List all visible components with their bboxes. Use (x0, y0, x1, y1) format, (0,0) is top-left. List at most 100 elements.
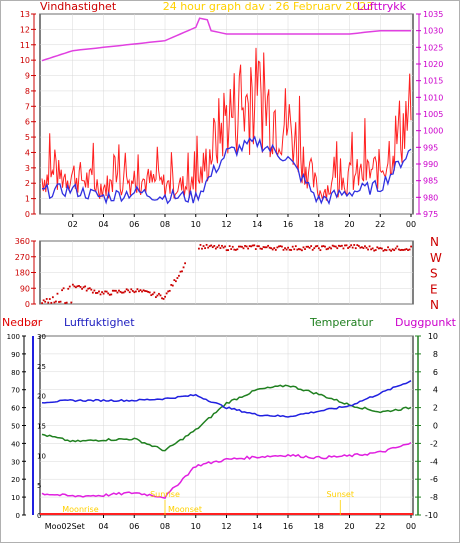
wind-direction-point (390, 249, 393, 252)
bottom-x-tick-label: 04 (98, 522, 108, 531)
wind-direction-point (111, 289, 114, 292)
wind-direction-point (125, 288, 128, 291)
bottom-x-tick-label: 20 (344, 522, 354, 531)
wind-direction-point (75, 286, 77, 289)
wind-direction-point (82, 286, 85, 289)
wind-direction-point (328, 246, 331, 249)
wind-direction-point (282, 248, 285, 251)
wind-direction-point (159, 294, 162, 297)
wind-direction-point (202, 245, 205, 247)
wind-direction-point (327, 247, 329, 250)
wind-direction-point (51, 296, 54, 299)
wind-direction-point (334, 245, 337, 248)
wind-direction-point (128, 291, 131, 294)
wind-direction-point (158, 292, 160, 295)
wind-direction-point (373, 249, 376, 252)
top-right-tick-label: 1005 (423, 110, 443, 119)
temperature-tick-label: 8 (433, 350, 438, 359)
compass-direction-label: W (430, 251, 442, 265)
wind-direction-point (64, 302, 67, 304)
wind-direction-point (201, 247, 203, 250)
rain-tick-label: 80 (11, 369, 20, 377)
wind-direction-point (198, 247, 200, 250)
wind-direction-point (274, 248, 277, 251)
mid-tick-label: 180 (15, 269, 30, 278)
wind-direction-point (231, 245, 234, 248)
top-x-tick-label: 16 (283, 220, 293, 229)
wind-direction-point (101, 291, 103, 294)
temperature-tick-label: 10 (428, 332, 438, 341)
wind-direction-point (408, 248, 411, 251)
bottom-x-tick-label: 00 (406, 522, 416, 531)
top-right-axis-label: Lufttrykk (357, 0, 407, 13)
wind-direction-point (331, 244, 334, 247)
rain-tick-label: 90 (11, 351, 20, 359)
wind-direction-point (357, 245, 360, 247)
sun-moon-annotation: Moonrise (62, 505, 98, 514)
top-right-tick-label: 1030 (423, 27, 443, 36)
wind-direction-point (181, 270, 183, 273)
wind-direction-point (154, 296, 157, 299)
wind-direction-point (204, 247, 206, 250)
wind-direction-point (93, 289, 96, 292)
top-x-tick-label: 00 (406, 220, 416, 229)
wind-direction-point (81, 287, 83, 290)
wind-direction-point (276, 246, 279, 249)
wind-direction-point (228, 245, 231, 248)
wind-direction-point (119, 290, 122, 293)
wind-direction-point (168, 289, 171, 292)
compass-direction-label: N (430, 298, 439, 312)
wind-direction-point (391, 248, 394, 251)
top-x-tick-label: 08 (160, 220, 170, 229)
wind-direction-point (165, 292, 168, 295)
temperature-tick-label: -6 (430, 475, 438, 484)
wind-direction-point (87, 287, 90, 290)
wind-direction-point (179, 270, 182, 273)
wind-direction-point (377, 247, 380, 250)
wind-direction-point (245, 245, 248, 248)
wind-direction-point (371, 247, 374, 250)
top-left-tick-label: 11 (20, 41, 30, 50)
wind-direction-point (248, 245, 251, 247)
top-right-tick-label: 985 (423, 177, 438, 186)
wind-direction-point (145, 290, 148, 293)
wind-direction-point (79, 286, 82, 288)
wind-direction-point (67, 287, 70, 290)
wind-direction-point (182, 266, 185, 269)
wind-direction-point (222, 246, 225, 249)
dewpoint-series-line (41, 442, 412, 499)
top-left-tick-label: 12 (20, 25, 30, 34)
humidity-axis-label: Luftfuktighet (64, 316, 135, 329)
wind-direction-point (225, 249, 228, 252)
temperature-tick-label: 2 (433, 404, 438, 413)
compass-direction-label: N (430, 235, 439, 249)
rain-tick-label: 60 (11, 405, 20, 413)
wind-direction-point (41, 302, 43, 305)
wind-direction-point (336, 247, 339, 250)
wind-direction-point (380, 247, 383, 250)
wind-direction-point (141, 290, 143, 293)
wind-direction-point (337, 244, 340, 247)
gust-series-line (41, 47, 412, 201)
sun-moon-annotation: Sunrise (150, 490, 180, 499)
wind-direction-point (405, 248, 408, 250)
wind-direction-point (59, 300, 62, 303)
bottom-x-tick-label: 08 (160, 522, 170, 531)
wind-direction-point (257, 245, 260, 248)
wind-direction-point (62, 287, 65, 290)
wind-direction-point (305, 245, 308, 248)
wind-direction-point (294, 245, 297, 248)
wind-direction-point (214, 247, 217, 250)
wind-direction-point (65, 301, 68, 304)
wind-direction-point (173, 279, 176, 281)
wind-direction-point (88, 287, 91, 290)
wind-direction-point (376, 246, 379, 249)
top-left-tick-label: 1 (25, 195, 30, 204)
wind-direction-point (324, 245, 326, 248)
humidity-tick-label: 20 (37, 393, 46, 401)
wind-direction-point (210, 244, 213, 247)
wind-direction-point (281, 245, 283, 248)
wind-direction-point (205, 243, 208, 246)
wind-direction-point (164, 295, 166, 298)
